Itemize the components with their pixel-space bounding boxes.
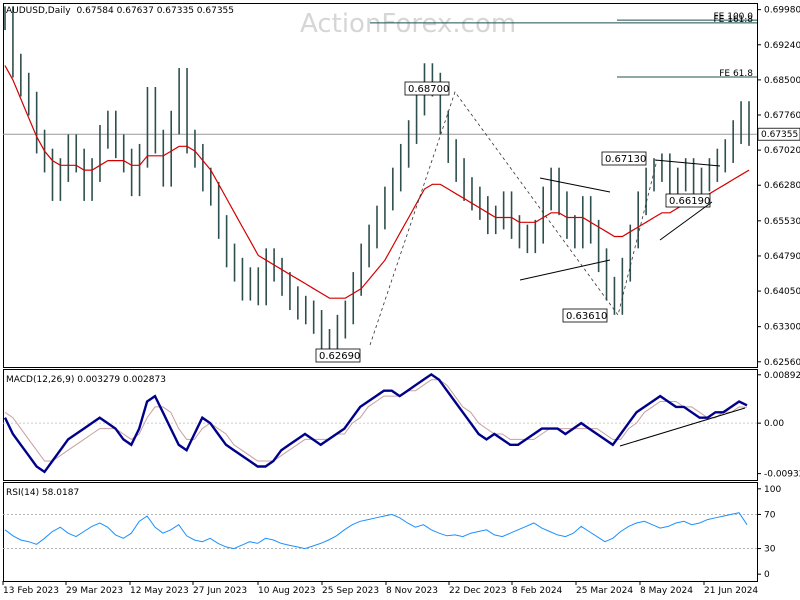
level-label-box: [562, 308, 608, 323]
y-tick-label-main: 0.66280: [764, 181, 800, 191]
y-tick-label-macd: 0.00: [764, 419, 784, 429]
level-label-box: [665, 193, 711, 208]
y-tick-label-macd: -0.009321: [764, 470, 800, 480]
current-price-box: [757, 127, 800, 141]
level-label: 0.66190: [669, 196, 710, 207]
panel-frame-main: [3, 3, 758, 368]
pattern-line-lower-2: [659, 201, 713, 241]
x-tick-label: 8 May 2024: [640, 586, 693, 596]
y-tick-label-main: 0.62560: [764, 358, 800, 368]
y-tick-label-main: 0.64790: [764, 252, 800, 262]
level-label: 0.67130: [605, 154, 646, 165]
y-tick-label-rsi: 70: [764, 510, 776, 520]
panel-frame-macd: [3, 369, 758, 481]
macd-trend-line: [619, 407, 746, 447]
x-tick-label: 25 Sep 2023: [322, 586, 379, 596]
pattern-line-upper-1: [539, 177, 611, 193]
symbol-label: AUDUSD,Daily: [6, 6, 71, 16]
y-tick-label-main: 0.65530: [764, 217, 800, 227]
pattern-line-upper-2: [654, 159, 721, 167]
x-tick-label: 29 Mar 2023: [66, 586, 123, 596]
rsi-title: RSI(14) 58.0187: [6, 488, 79, 498]
y-tick-label-rsi: 0: [764, 570, 770, 580]
y-tick-label-main: 0.69240: [764, 41, 800, 51]
level-label-box: [404, 81, 450, 96]
y-tick-label-rsi: 30: [764, 545, 776, 555]
fe-label: FE 161.8: [714, 15, 754, 25]
x-tick-label: 22 Dec 2023: [449, 586, 507, 596]
sma-line: [4, 65, 750, 299]
projection-dashed-lines: [369, 91, 658, 346]
y-tick-label-main: 0.67020: [764, 146, 800, 156]
x-tick-label: 27 Jun 2023: [193, 586, 247, 596]
x-tick-label: 25 Mar 2024: [576, 586, 633, 596]
x-tick-label: 8 Nov 2023: [386, 586, 438, 596]
watermark-text: ActionForex.com: [300, 9, 516, 39]
rsi-line: [4, 512, 748, 550]
level-label: 0.63610: [566, 311, 607, 322]
fe-label: FE 61.8: [719, 69, 753, 79]
pattern-line-lower-1: [519, 259, 611, 281]
x-tick-label: 10 Aug 2023: [258, 586, 316, 596]
x-tick-label: 21 Jun 2024: [704, 586, 758, 596]
macd-title: MACD(12,26,9) 0.003279 0.002873: [6, 375, 166, 385]
level-label: 0.68700: [408, 84, 449, 95]
fe-label: FE 100.0: [714, 12, 754, 22]
level-label-box: [315, 348, 361, 363]
y-tick-label-main: 0.63300: [764, 323, 800, 333]
y-tick-label-main: 0.67760: [764, 111, 800, 121]
x-tick-label: 13 Feb 2023: [3, 586, 59, 596]
x-tick-label: 12 May 2023: [130, 586, 189, 596]
ohlc-label: 0.67584 0.67637 0.67335 0.67355: [77, 6, 234, 16]
level-label: 0.62690: [319, 351, 360, 362]
macd-signal-line: [4, 379, 748, 462]
level-label-box: [601, 151, 647, 166]
price-series: [4, 6, 750, 358]
x-tick-label: 8 Feb 2024: [512, 586, 563, 596]
y-tick-label-main: 0.69980: [764, 6, 800, 16]
macd-macd-line: [3, 372, 748, 474]
y-tick-label-macd: 0.008929: [764, 371, 800, 381]
y-tick-label-main: 0.68500: [764, 76, 800, 86]
panel-frame-rsi: [3, 482, 758, 582]
y-tick-label-main: 0.64050: [764, 287, 800, 297]
chart-title: AUDUSD,Daily 0.67584 0.67637 0.67335 0.67…: [6, 6, 234, 16]
current-price-label: 0.67355: [761, 130, 798, 140]
y-tick-label-rsi: 100: [764, 485, 781, 495]
